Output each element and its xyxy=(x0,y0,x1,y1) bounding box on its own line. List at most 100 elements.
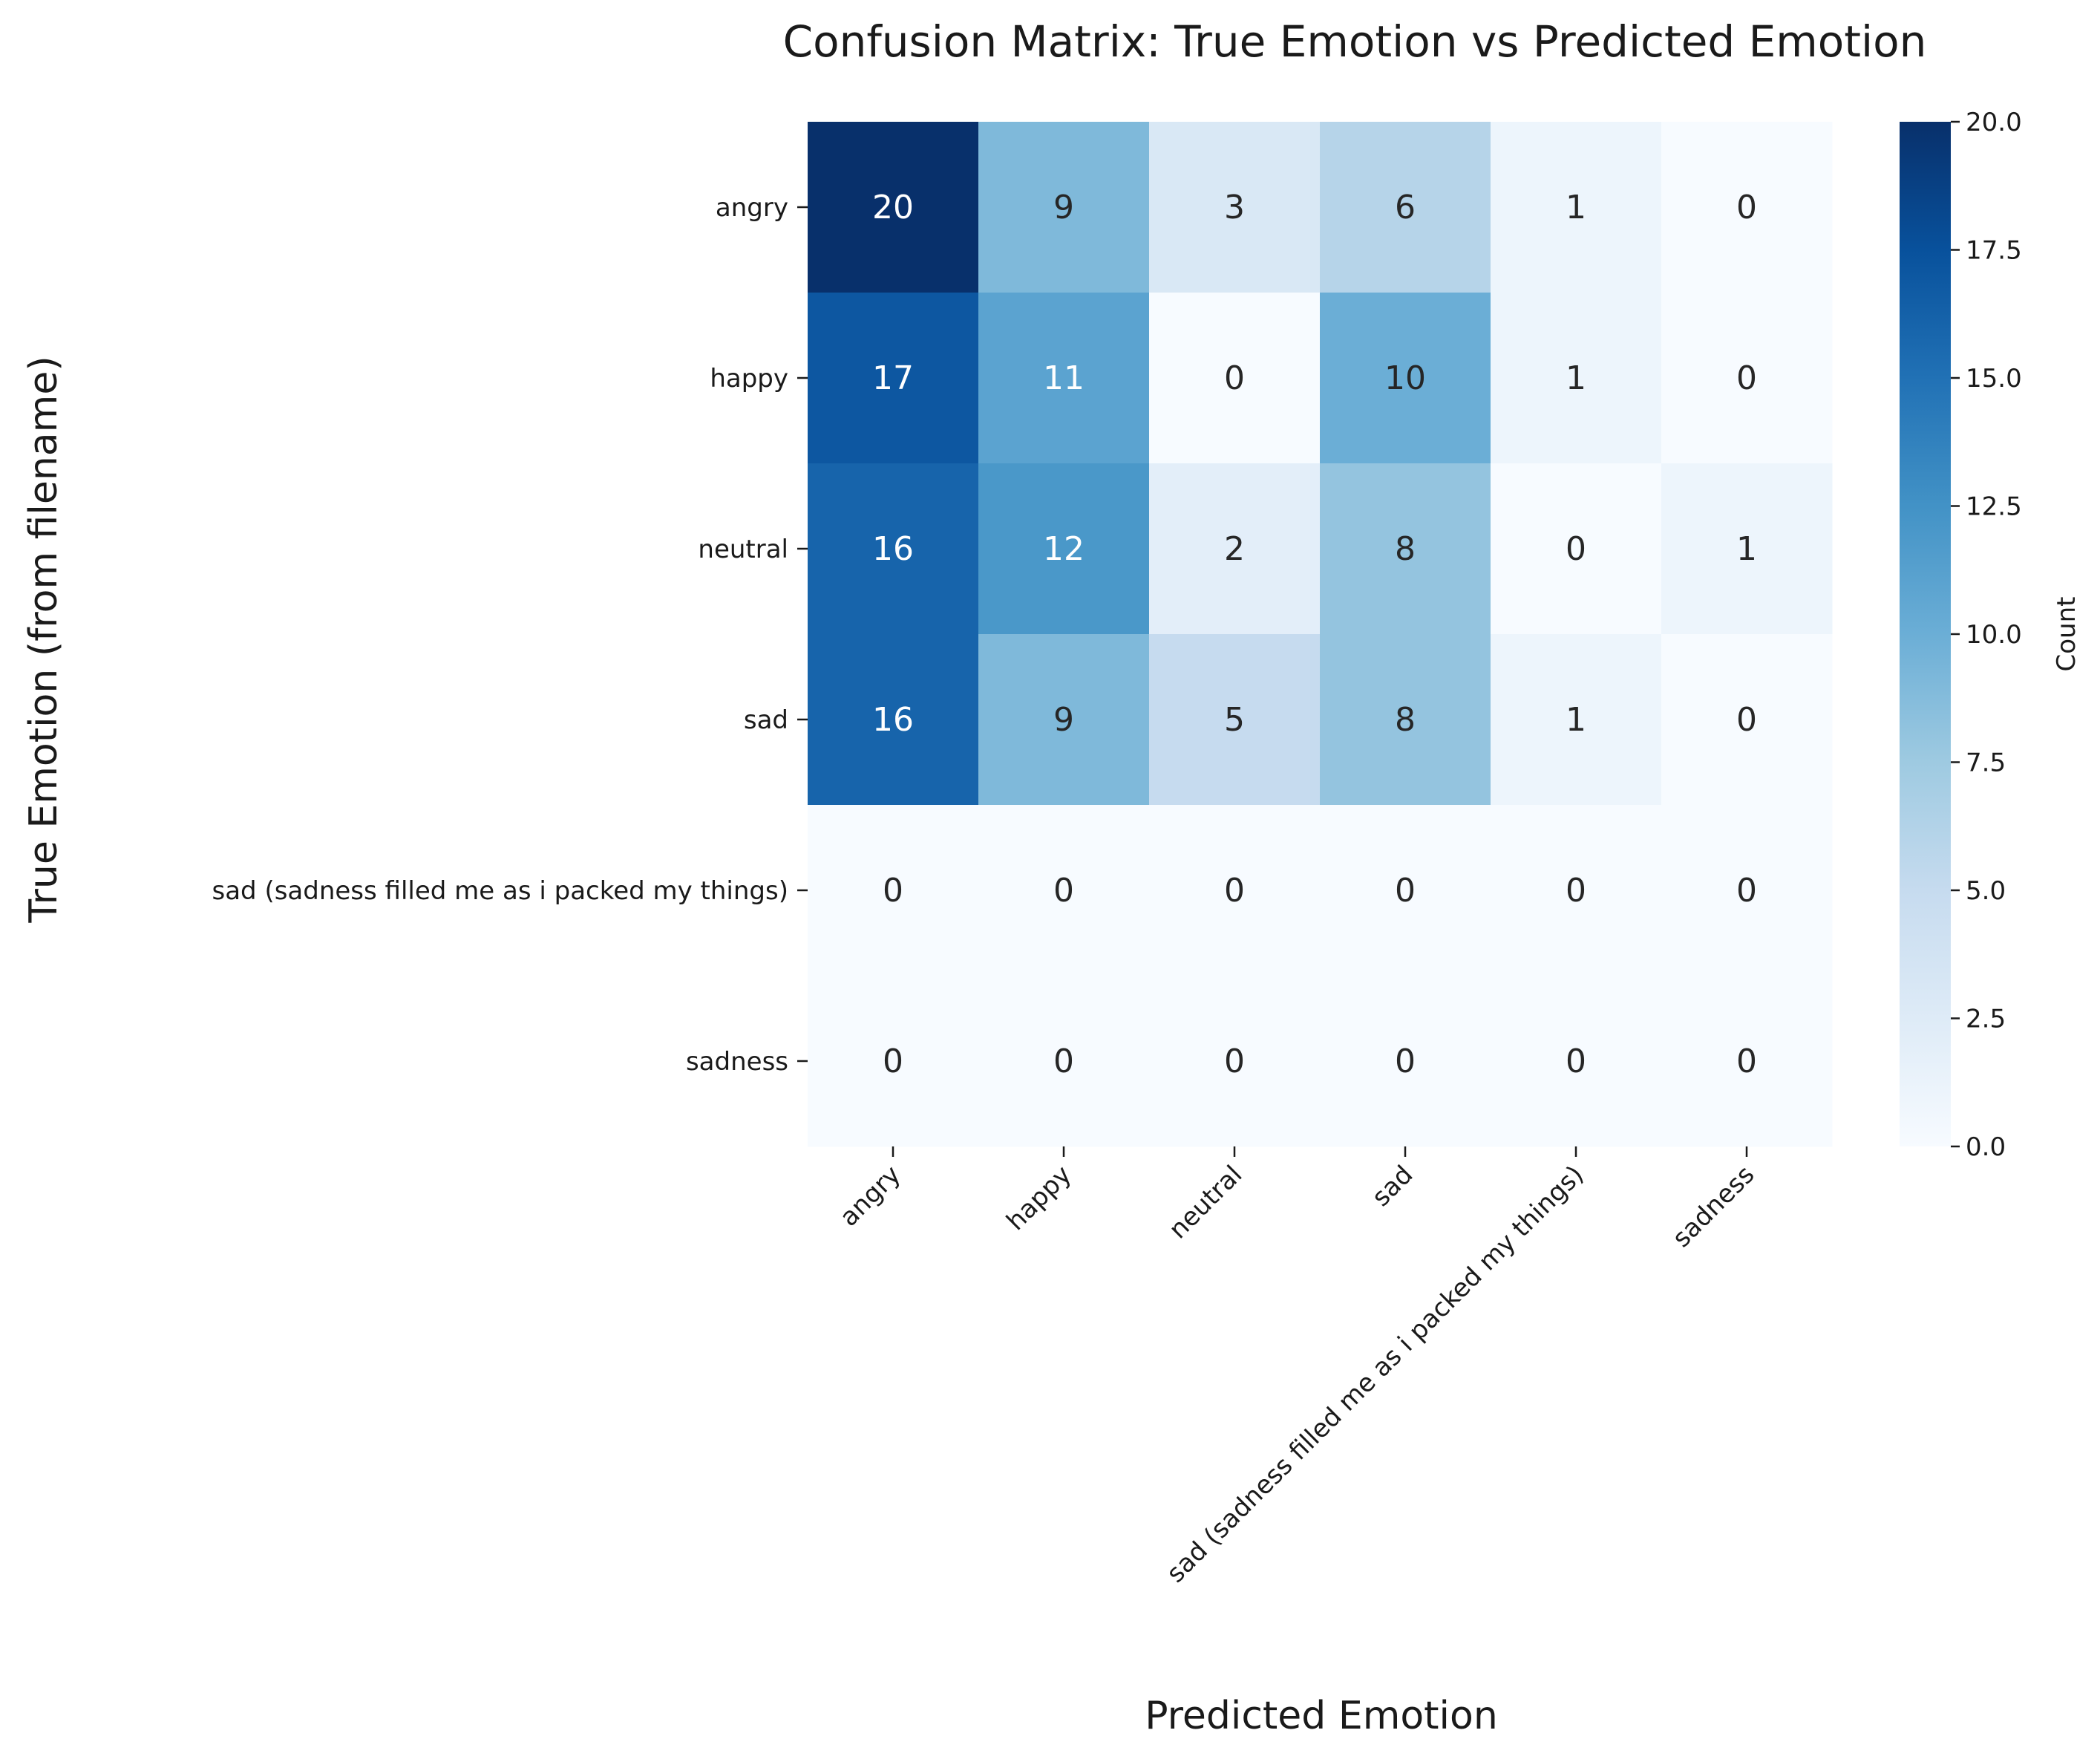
y-tick-label: neutral xyxy=(698,535,788,564)
heatmap-cell xyxy=(1661,634,1833,806)
cell-value-label: 0 xyxy=(1053,1042,1074,1080)
cell-value-label: 3 xyxy=(1224,189,1245,226)
heatmap-cell xyxy=(1320,463,1491,635)
heatmap-cell xyxy=(978,463,1150,635)
cell-value-label: 0 xyxy=(883,872,903,910)
colorbar-ticks: 0.0 2.5 5.0 7.5 10.0 12.5 15.0 17.5 20.0 xyxy=(1951,108,2022,1162)
cell-value-label: 11 xyxy=(1043,359,1085,397)
cell-value-label: 6 xyxy=(1395,189,1416,226)
heatmap-cell xyxy=(1661,976,1833,1147)
cell-value-label: 0 xyxy=(1736,359,1757,397)
cell-value-label: 1 xyxy=(1566,359,1586,397)
heatmap-cell xyxy=(808,634,979,806)
x-tick-label: angry xyxy=(834,1160,907,1233)
heatmap-cell xyxy=(1661,122,1833,293)
cell-value-label: 0 xyxy=(1736,872,1757,910)
cell-value-label: 1 xyxy=(1736,530,1757,568)
heatmap-cell xyxy=(1491,293,1662,464)
cell-value-label: 0 xyxy=(1736,1042,1757,1080)
cell-value-label: 20 xyxy=(872,189,914,226)
colorbar-tick-label: 7.5 xyxy=(1966,748,2006,778)
colorbar-tick-label: 12.5 xyxy=(1966,492,2022,522)
heatmap-cell xyxy=(1491,463,1662,635)
heatmap-cell xyxy=(1320,805,1491,976)
heatmap-cell xyxy=(1149,805,1321,976)
colorbar-tick-label: 17.5 xyxy=(1966,236,2022,266)
colorbar: 0.0 2.5 5.0 7.5 10.0 12.5 15.0 17.5 20.0 Count xyxy=(1900,108,2081,1162)
x-tick-label: happy xyxy=(1001,1160,1077,1236)
heatmap-cell xyxy=(1320,634,1491,806)
cell-value-label: 10 xyxy=(1384,359,1426,397)
colorbar-tick-label: 20.0 xyxy=(1966,108,2022,137)
cell-value-label: 9 xyxy=(1053,701,1074,739)
cell-value-label: 0 xyxy=(1053,872,1074,910)
colorbar-tick-label: 15.0 xyxy=(1966,364,2022,394)
heatmap-cells xyxy=(808,122,1833,1147)
cell-value-label: 17 xyxy=(872,359,914,397)
y-tick-label: sad (sadness filled me as i packed my th… xyxy=(212,876,789,906)
cell-value-label: 0 xyxy=(1736,701,1757,739)
x-tick-label: sad xyxy=(1367,1160,1419,1213)
x-tick-label: neutral xyxy=(1163,1160,1248,1244)
cell-value-label: 0 xyxy=(1224,872,1245,910)
chart-title: Confusion Matrix: True Emotion vs Predic… xyxy=(783,16,1927,67)
cell-value-label: 0 xyxy=(1566,872,1586,910)
heatmap-cell xyxy=(808,122,979,293)
heatmap-cell xyxy=(1491,634,1662,806)
y-axis-label: True Emotion (from filename) xyxy=(22,356,66,923)
y-axis: angry happy neutral sad sad (sadness filled … xyxy=(212,193,808,1077)
heatmap-cell xyxy=(978,293,1150,464)
cell-value-label: 8 xyxy=(1395,530,1416,568)
colorbar-tick-label: 0.0 xyxy=(1966,1132,2006,1162)
heatmap-cell xyxy=(1661,805,1833,976)
heatmap-cell xyxy=(1491,122,1662,293)
heatmap-cell xyxy=(1491,976,1662,1147)
heatmap-cell xyxy=(1149,976,1321,1147)
y-tick-label: sadness xyxy=(686,1047,788,1077)
cell-value-label: 16 xyxy=(872,701,914,739)
cell-value-label: 1 xyxy=(1566,701,1586,739)
cell-value-label: 2 xyxy=(1224,530,1245,568)
y-tick-label: happy xyxy=(710,364,788,394)
heatmap-cell xyxy=(1320,293,1491,464)
heatmap-cell xyxy=(1149,634,1321,806)
cell-value-label: 0 xyxy=(1566,530,1586,568)
cell-value-label: 0 xyxy=(1224,359,1245,397)
colorbar-tick-label: 10.0 xyxy=(1966,620,2022,650)
cell-value-label: 1 xyxy=(1566,189,1586,226)
colorbar-tick-label: 2.5 xyxy=(1966,1005,2006,1034)
x-tick-label: sadness xyxy=(1666,1160,1760,1253)
x-tick-label: sad (sadness filled me as i packed my th… xyxy=(1161,1160,1589,1588)
heatmap-cell xyxy=(978,976,1150,1147)
cell-value-label: 0 xyxy=(1566,1042,1586,1080)
heatmap-cell xyxy=(1491,805,1662,976)
y-tick-label: sad xyxy=(744,705,788,735)
colorbar-tick-label: 5.0 xyxy=(1966,876,2006,906)
heatmap-cell xyxy=(1661,463,1833,635)
cell-value-label: 9 xyxy=(1053,189,1074,226)
y-tick-label: angry xyxy=(716,193,788,223)
cell-value-label: 0 xyxy=(1395,1042,1416,1080)
cell-value-label: 12 xyxy=(1043,530,1085,568)
heatmap-cell xyxy=(1320,976,1491,1147)
colorbar-label: Count xyxy=(2052,597,2081,672)
heatmap-cell-labels: 20 9 3 6 1 017 11 0 10 1 016 12 2 8 0 116 9 5 8 1 00 0 0 0 0 00 0 0… xyxy=(872,189,1757,1080)
heatmap-cell xyxy=(808,805,979,976)
heatmap-cell xyxy=(1149,293,1321,464)
heatmap-cell xyxy=(1661,293,1833,464)
colorbar-gradient xyxy=(1900,122,1951,1146)
heatmap-cell xyxy=(1149,463,1321,635)
heatmap-cell xyxy=(1320,122,1491,293)
heatmap-cell xyxy=(808,463,979,635)
heatmap-cell xyxy=(808,293,979,464)
cell-value-label: 5 xyxy=(1224,701,1245,739)
heatmap-cell xyxy=(808,976,979,1147)
cell-value-label: 8 xyxy=(1395,701,1416,739)
heatmap-cell xyxy=(1149,122,1321,293)
x-axis-label: Predicted Emotion xyxy=(1145,1694,1498,1738)
heatmap-cell xyxy=(978,805,1150,976)
heatmap-cell xyxy=(978,634,1150,806)
cell-value-label: 0 xyxy=(1736,189,1757,226)
